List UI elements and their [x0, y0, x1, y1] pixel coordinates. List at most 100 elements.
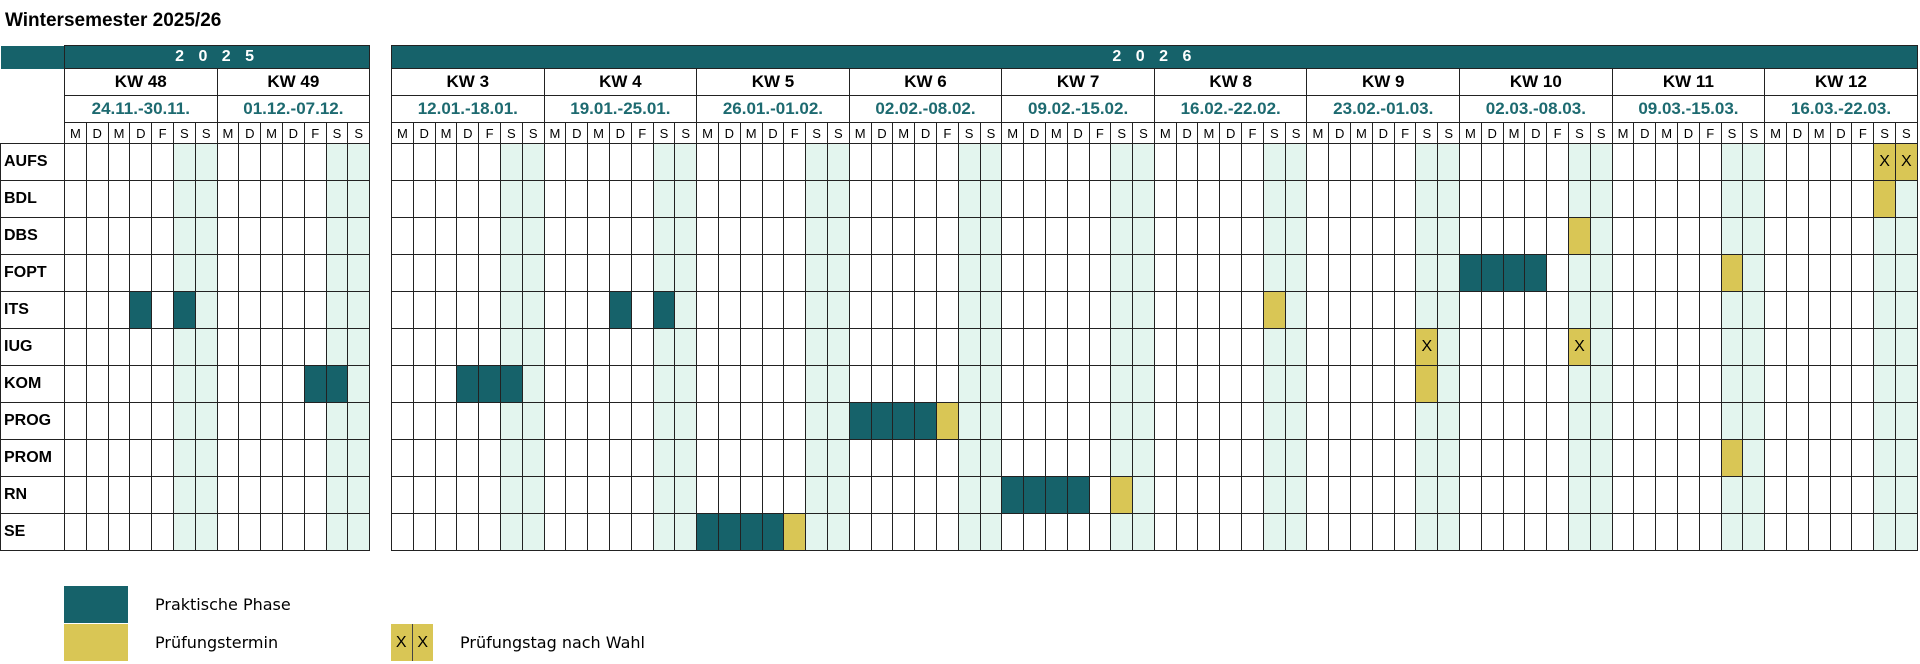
schedule-cell: [521, 328, 545, 366]
schedule-cell: [979, 217, 1003, 255]
schedule-cell: [1589, 143, 1613, 181]
day-letter: M: [587, 122, 610, 144]
schedule-cell: [739, 328, 763, 366]
schedule-cell: [1502, 328, 1526, 366]
schedule-cell: [587, 291, 610, 329]
schedule-cell: [216, 365, 240, 403]
schedule-cell: [1459, 180, 1482, 218]
schedule-cell: [826, 365, 850, 403]
schedule-cell: [608, 402, 632, 440]
schedule-cell: [935, 513, 959, 551]
schedule-cell: [478, 328, 501, 366]
schedule-cell: [717, 291, 741, 329]
schedule-cell: [1175, 439, 1199, 477]
schedule-cell: [1524, 143, 1548, 181]
day-letter: S: [826, 122, 850, 144]
schedule-cell: [1132, 439, 1155, 477]
schedule-cell: [151, 328, 174, 366]
day-letter: D: [1829, 122, 1853, 144]
day-letter: S: [194, 122, 218, 144]
schedule-cell: [1786, 143, 1809, 181]
schedule-cell: [434, 217, 458, 255]
schedule-cell: [1415, 217, 1439, 255]
schedule-cell: [783, 402, 807, 440]
schedule-cell: [935, 328, 959, 366]
schedule-cell: [64, 291, 87, 329]
schedule-cell: [216, 291, 240, 329]
schedule-cell: [1328, 217, 1352, 255]
schedule-cell: [391, 513, 414, 551]
schedule-cell: [434, 180, 458, 218]
schedule-cell: [1720, 513, 1744, 551]
schedule-cell: [1894, 217, 1918, 255]
schedule-cell: [1437, 254, 1461, 292]
schedule-cell: [652, 513, 676, 551]
schedule-cell: [1633, 513, 1657, 551]
schedule-cell: [1807, 402, 1831, 440]
schedule-cell: [935, 143, 959, 181]
schedule-cell: [1306, 143, 1330, 181]
schedule-cell: [652, 439, 676, 477]
day-letter: M: [1153, 122, 1177, 144]
schedule-cell: [216, 402, 240, 440]
week-dates: 16.03.-22.03.: [1764, 95, 1918, 123]
schedule-cell: [1633, 254, 1657, 292]
schedule-cell: [565, 254, 589, 292]
schedule-cell: [914, 217, 937, 255]
schedule-cell: [1197, 402, 1221, 440]
schedule-cell: [260, 217, 283, 255]
schedule-cell: [1698, 291, 1722, 329]
schedule-cell: [194, 402, 218, 440]
schedule-cell: [848, 476, 872, 514]
schedule-cell: [1589, 328, 1613, 366]
schedule-cell: [1459, 476, 1482, 514]
schedule-cell: [1698, 476, 1722, 514]
schedule-cell: [717, 328, 741, 366]
schedule-cell: [914, 180, 937, 218]
schedule-cell: [761, 328, 785, 366]
day-letter: D: [761, 122, 785, 144]
schedule-cell: [1153, 402, 1177, 440]
schedule-cell: [1088, 476, 1112, 514]
table-row: ITS: [0, 291, 371, 329]
schedule-cell: [674, 439, 698, 477]
schedule-cell: [521, 254, 545, 292]
schedule-cell: [1677, 180, 1700, 218]
schedule-cell: [1350, 402, 1373, 440]
schedule-cell: [543, 291, 567, 329]
schedule-cell: [1894, 402, 1918, 440]
schedule-cell: [1393, 402, 1417, 440]
schedule-cell: [587, 439, 610, 477]
schedule-cell: [85, 180, 109, 218]
schedule-cell: [1742, 513, 1766, 551]
schedule-cell: [717, 254, 741, 292]
schedule-cell: [129, 328, 153, 366]
day-letter: S: [325, 122, 349, 144]
schedule-cell: [608, 254, 632, 292]
schedule-cell: [303, 513, 327, 551]
schedule-cell: [1044, 143, 1068, 181]
week-number: KW 5: [696, 68, 850, 96]
schedule-cell: [761, 476, 785, 514]
schedule-cell: [1807, 180, 1831, 218]
schedule-cell: [870, 291, 894, 329]
schedule-cell: [1786, 402, 1809, 440]
schedule-cell: [805, 180, 828, 218]
week-number: KW 4: [543, 68, 698, 96]
schedule-cell: [1655, 402, 1679, 440]
schedule-cell: [1306, 254, 1330, 292]
praktische-phase-cell: [914, 402, 937, 440]
schedule-cell: [1633, 217, 1657, 255]
schedule-cell: [543, 328, 567, 366]
schedule-cell: [1219, 180, 1243, 218]
week-dates: 12.01.-18.01.: [391, 95, 545, 123]
schedule-cell: [151, 217, 174, 255]
schedule-cell: [107, 217, 131, 255]
subject-label: DBS: [0, 217, 65, 255]
day-letter: S: [1437, 122, 1461, 144]
day-letter: S: [979, 122, 1003, 144]
day-letter: F: [630, 122, 654, 144]
schedule-cell: [783, 439, 807, 477]
praktische-phase-cell: [848, 402, 872, 440]
schedule-cell: [979, 254, 1003, 292]
